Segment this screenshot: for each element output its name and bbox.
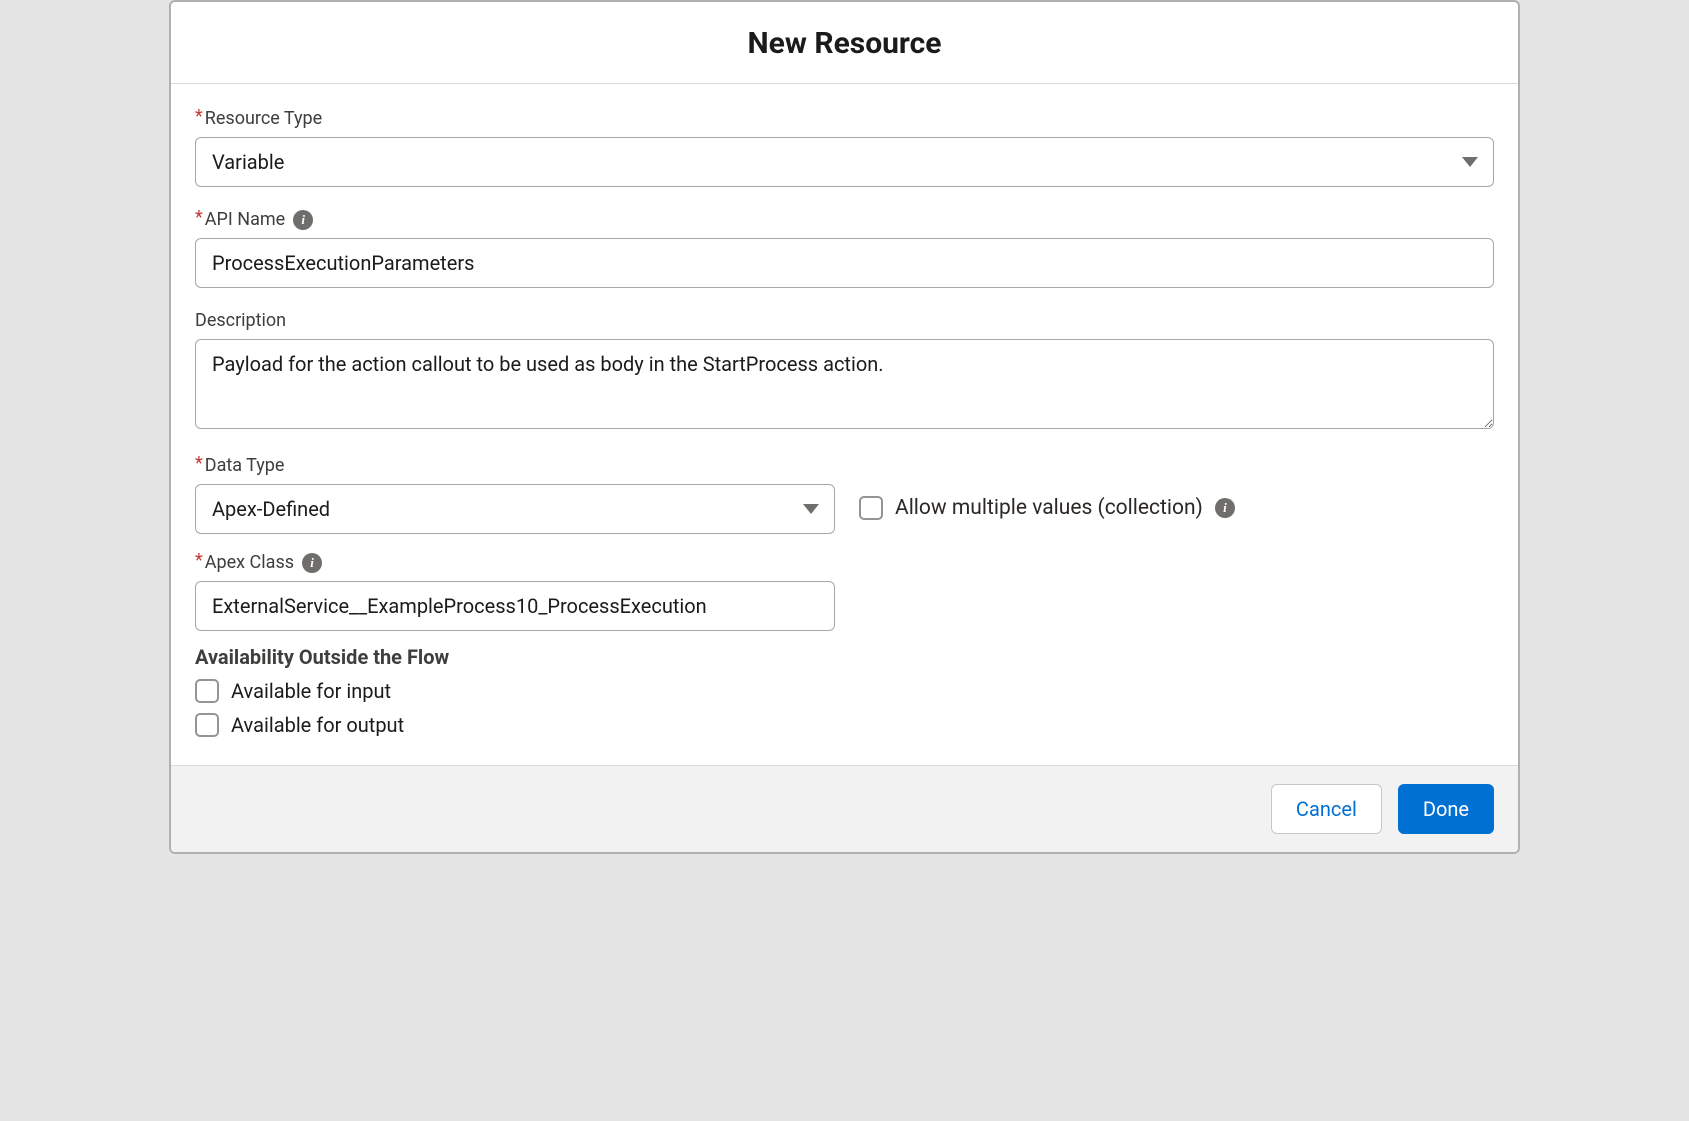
modal-body: *Resource Type Variable *API Name i Desc… xyxy=(171,84,1518,765)
info-icon[interactable]: i xyxy=(302,553,322,573)
description-label: Description xyxy=(195,310,286,331)
modal-title: New Resource xyxy=(191,26,1498,61)
available-input-row: Available for input xyxy=(195,679,1494,703)
info-icon[interactable]: i xyxy=(1215,498,1235,518)
info-icon[interactable]: i xyxy=(293,210,313,230)
available-output-row: Available for output xyxy=(195,713,1494,737)
cancel-button[interactable]: Cancel xyxy=(1271,784,1382,834)
resource-type-select[interactable]: Variable xyxy=(195,137,1494,187)
modal-footer: Cancel Done xyxy=(171,765,1518,852)
api-name-input[interactable] xyxy=(195,238,1494,288)
data-type-label: *Data Type xyxy=(195,455,284,476)
available-input-label: Available for input xyxy=(231,679,391,703)
data-type-row: *Data Type Apex-Defined Allow multiple v… xyxy=(195,455,1494,552)
allow-multiple-group: Allow multiple values (collection) i xyxy=(859,483,1235,533)
data-type-select[interactable]: Apex-Defined xyxy=(195,484,835,534)
allow-multiple-label: Allow multiple values (collection) xyxy=(895,496,1203,520)
available-output-checkbox[interactable] xyxy=(195,713,219,737)
done-button[interactable]: Done xyxy=(1398,784,1494,834)
field-description: Description Payload for the action callo… xyxy=(195,310,1494,433)
field-api-name: *API Name i xyxy=(195,209,1494,288)
availability-list: Available for input Available for output xyxy=(195,679,1494,737)
description-textarea[interactable]: Payload for the action callout to be use… xyxy=(195,339,1494,429)
availability-heading: Availability Outside the Flow xyxy=(195,645,1494,669)
available-input-checkbox[interactable] xyxy=(195,679,219,703)
field-apex-class: *Apex Class i xyxy=(195,552,1494,631)
field-resource-type: *Resource Type Variable xyxy=(195,108,1494,187)
apex-class-input[interactable] xyxy=(195,581,835,631)
modal-header: New Resource xyxy=(171,2,1518,84)
available-output-label: Available for output xyxy=(231,713,404,737)
resource-type-label: *Resource Type xyxy=(195,108,322,129)
allow-multiple-checkbox[interactable] xyxy=(859,496,883,520)
api-name-label: *API Name xyxy=(195,209,285,230)
apex-class-label: *Apex Class xyxy=(195,552,294,573)
new-resource-modal: New Resource *Resource Type Variable *AP… xyxy=(169,0,1520,854)
field-data-type: *Data Type Apex-Defined xyxy=(195,455,835,534)
